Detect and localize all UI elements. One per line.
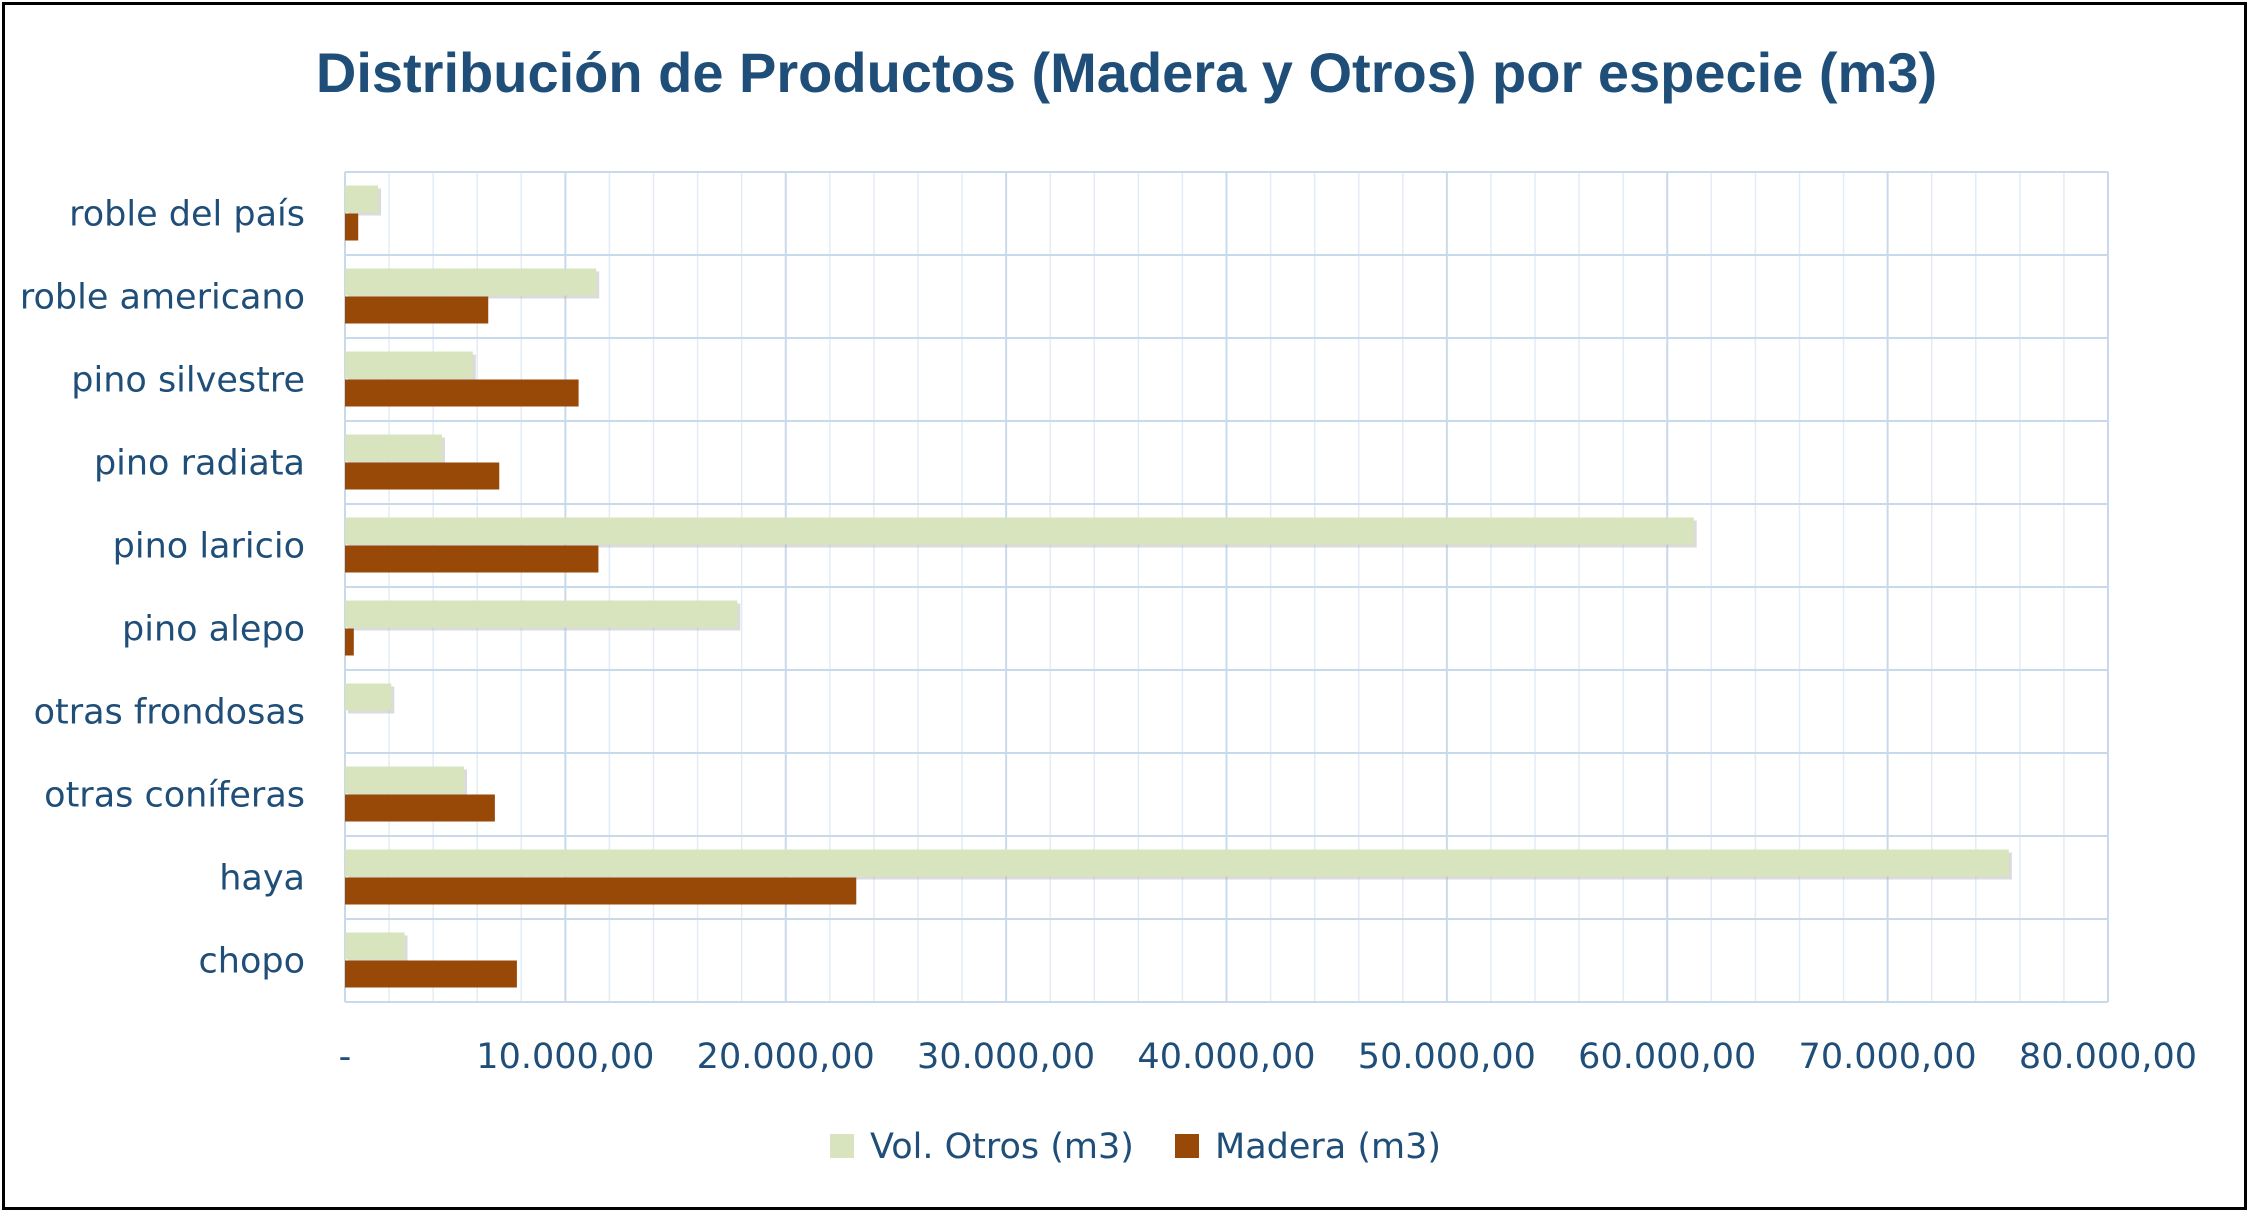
x-tick-label: 20.000,00: [697, 1037, 875, 1077]
bar-madera-haya: [345, 877, 857, 905]
bar-otros-pino-radiata: [345, 434, 442, 462]
bar-madera-pino-radiata: [345, 462, 500, 490]
legend-label: Madera (m3): [1215, 1127, 1441, 1167]
x-tick-label: 60.000,00: [1578, 1037, 1756, 1077]
bar-otros-pino-alepo: [345, 600, 738, 628]
x-tick-label: 70.000,00: [1799, 1037, 1977, 1077]
category-label: roble americano: [20, 278, 305, 318]
x-tick-label: 40.000,00: [1137, 1037, 1315, 1077]
category-label: pino alepo: [122, 610, 305, 650]
bar-madera-chopo: [345, 960, 517, 988]
bar-otros-roble-americano: [345, 268, 597, 296]
legend-swatch: [830, 1134, 854, 1158]
bar-otros-otras-coníferas: [345, 766, 465, 794]
bar-madera-pino-silvestre: [345, 379, 579, 407]
legend-label: Vol. Otros (m3): [870, 1127, 1134, 1167]
bar-madera-roble-del-país: [345, 213, 359, 241]
bar-madera-roble-americano: [345, 296, 489, 324]
bar-otros-pino-silvestre: [345, 351, 473, 379]
bar-otros-chopo: [345, 932, 405, 960]
bar-otros-haya: [345, 849, 2009, 877]
category-label: pino silvestre: [71, 361, 305, 401]
bar-otros-pino-laricio: [345, 517, 1694, 545]
category-labels: chopo haya otras coníferas otras frondosas p…: [20, 195, 305, 982]
x-tick-label: -: [339, 1037, 352, 1077]
category-label: chopo: [199, 942, 305, 982]
category-label: otras coníferas: [44, 776, 305, 816]
bar-madera-otras-coníferas: [345, 794, 495, 822]
category-label: otras frondosas: [34, 693, 305, 733]
bar-otros-otras-frondosas: [345, 683, 392, 711]
x-tick-label: 30.000,00: [917, 1037, 1095, 1077]
category-label: roble del país: [69, 195, 305, 235]
bar-otros-roble-del-país: [345, 185, 379, 213]
legend: Vol. Otros (m3) Madera (m3): [830, 1127, 1441, 1167]
category-label: haya: [219, 859, 305, 899]
x-tick-label: 50.000,00: [1358, 1037, 1536, 1077]
category-label: pino radiata: [94, 444, 305, 484]
x-tick-label: 10.000,00: [476, 1037, 654, 1077]
chart-title: Distribución de Productos (Madera y Otro…: [315, 41, 1938, 104]
bar-madera-pino-laricio: [345, 545, 599, 573]
bar-madera-pino-alepo: [345, 628, 354, 656]
bars: [345, 185, 2012, 988]
x-tick-labels: - 10.000,00 20.000,00 30.000,00 40.000,00 50.…: [339, 1037, 2197, 1077]
category-label: pino laricio: [113, 527, 305, 567]
x-tick-label: 80.000,00: [2019, 1037, 2197, 1077]
legend-swatch: [1175, 1134, 1199, 1158]
